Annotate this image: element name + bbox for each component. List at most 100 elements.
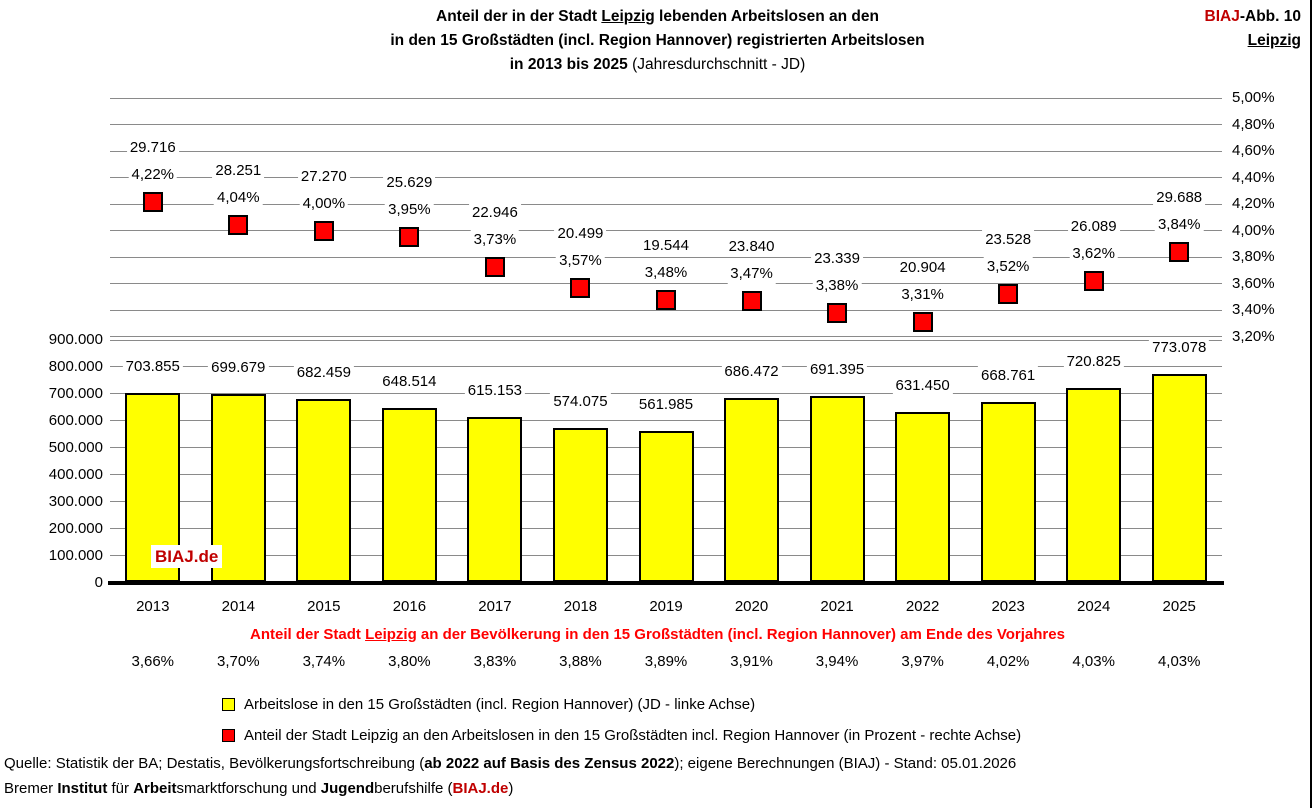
- scatter-point: [228, 215, 249, 236]
- scatter-point-label-absolute: 23.840: [725, 237, 778, 258]
- x-axis-line: [108, 580, 1224, 585]
- source-text-bold: ab 2022 auf Basis des Zensus 2022: [424, 755, 675, 772]
- bar-value-label: 682.459: [293, 362, 354, 383]
- gridline-count: [110, 366, 1222, 368]
- gridline-percent: [110, 309, 1222, 311]
- scatter-point: [827, 303, 848, 324]
- legend-swatch-yellow: [222, 697, 235, 711]
- title-subtext: (Jahresdurchschnitt - JD): [627, 56, 806, 73]
- scatter-point: [1169, 241, 1190, 262]
- legend-label: Arbeitslose in den 15 Großstädten (incl.…: [244, 695, 756, 713]
- right-axis-tick-label: 4,20%: [1232, 195, 1275, 213]
- x-axis-year-label: 2017: [478, 598, 512, 615]
- title-text: in den 15 Großstädten (incl. Region Hann…: [390, 32, 925, 49]
- scatter-point-label-percent: 3,95%: [385, 200, 434, 221]
- x-axis-year-label: 2021: [820, 598, 854, 615]
- right-axis-tick-label: 4,80%: [1232, 115, 1275, 133]
- x-axis-year-label: 2013: [136, 598, 170, 615]
- scatter-point: [313, 220, 334, 241]
- population-share-value: 4,02%: [986, 653, 1030, 670]
- scatter-point-label-absolute: 29.716: [126, 137, 179, 158]
- population-share-value: 3,70%: [217, 653, 260, 670]
- scatter-point-label-absolute: 28.251: [212, 161, 265, 182]
- bar-value-label: 631.450: [892, 376, 953, 397]
- legend-label: Anteil der Stadt Leipzig an den Arbeitsl…: [244, 726, 1022, 744]
- x-axis-year-label: 2024: [1077, 598, 1111, 615]
- scatter-point-label-absolute: 20.499: [554, 223, 607, 244]
- scatter-point-label-absolute: 29.688: [1153, 187, 1206, 208]
- right-axis-tick-label: 4,60%: [1232, 142, 1275, 160]
- scatter-point: [741, 291, 762, 312]
- population-share-value: 4,03%: [1157, 653, 1201, 670]
- biaj-link: BIAJ.de: [452, 780, 509, 797]
- institute-text: für: [107, 780, 134, 797]
- institute-text: smarktforschung und: [176, 780, 321, 797]
- right-axis-tick-label: 4,00%: [1232, 221, 1275, 239]
- bar-value-label: 703.855: [122, 356, 183, 377]
- x-axis-year-label: 2014: [221, 598, 255, 615]
- scatter-point-label-percent: 3,52%: [983, 257, 1033, 278]
- bar: [296, 398, 352, 583]
- bar-value-label: 686.472: [721, 361, 782, 382]
- scatter-point: [484, 256, 505, 277]
- left-axis-tick-label: 500.000: [48, 438, 103, 456]
- gridline-percent: [110, 150, 1222, 152]
- scatter-point-label-percent: 3,31%: [898, 285, 947, 306]
- institute-text: Bremer: [4, 780, 58, 797]
- gridline-percent: [110, 203, 1222, 205]
- x-axis-year-label: 2019: [649, 598, 683, 615]
- bar-value-label: 699.679: [208, 357, 269, 378]
- scatter-point-label-absolute: 27.270: [297, 166, 350, 187]
- population-share-caption: Anteil der Stadt Leipzig an der Bevölker…: [0, 626, 1315, 643]
- bar: [467, 416, 523, 583]
- left-axis-tick-label: 0: [94, 573, 103, 591]
- legend-item-bars: Arbeitslose in den 15 Großstädten (incl.…: [222, 695, 1021, 713]
- right-axis-tick-label: 3,40%: [1232, 301, 1275, 319]
- institute-text: berufshilfe (: [374, 780, 453, 797]
- scatter-point-label-absolute: 19.544: [640, 235, 692, 256]
- bar-value-label: 561.985: [635, 395, 697, 416]
- bar: [980, 402, 1036, 583]
- population-share-value: 3,66%: [131, 653, 175, 670]
- institute-line: Bremer Institut für Arbeitsmarktforschun…: [4, 776, 1016, 801]
- scatter-point-label-percent: 3,57%: [556, 250, 605, 271]
- right-axis-tick-label: 5,00%: [1232, 89, 1275, 106]
- right-axis-tick-label: 3,60%: [1232, 274, 1275, 292]
- title-text: lebenden Arbeitslosen an den: [654, 8, 879, 25]
- gridline-count: [110, 420, 1222, 422]
- scatter-point: [656, 289, 676, 310]
- scatter-point-label-percent: 4,22%: [128, 164, 178, 185]
- scatter-point-label-absolute: 25.629: [383, 173, 436, 194]
- title-text: Anteil der in der Stadt: [436, 8, 602, 25]
- scatter-point-label-percent: 3,38%: [812, 276, 862, 297]
- scatter-point-label-absolute: 23.339: [811, 249, 864, 270]
- chart-title: Anteil der in der Stadt Leipzig lebenden…: [0, 5, 1315, 77]
- population-share-value: 3,83%: [473, 653, 517, 670]
- population-share-value: 3,80%: [388, 653, 431, 670]
- institute-text-bold: Institut: [57, 780, 108, 797]
- bar-value-label: 720.825: [1063, 352, 1124, 373]
- scatter-point-label-absolute: 23.528: [982, 230, 1035, 251]
- biaj-brand: BIAJ: [1204, 8, 1240, 25]
- scatter-point: [399, 227, 420, 248]
- x-axis-year-label: 2022: [905, 598, 940, 615]
- chart-legend: Arbeitslose in den 15 Großstädten (incl.…: [222, 695, 1022, 759]
- left-axis-tick-label: 600.000: [48, 411, 103, 429]
- population-share-value: 3,94%: [815, 653, 859, 670]
- source-line: Quelle: Statistik der BA; Destatis, Bevö…: [4, 751, 1016, 776]
- source-text: ); eigene Berechnungen (BIAJ) - Stand: 0…: [674, 755, 1017, 772]
- legend-item-points: Anteil der Stadt Leipzig an den Arbeitsl…: [222, 726, 1022, 744]
- bar-value-label: 574.075: [550, 391, 611, 412]
- scatter-point-label-absolute: 26.089: [1067, 217, 1120, 238]
- left-axis-tick-label: 200.000: [48, 519, 103, 537]
- x-axis-year-label: 2018: [563, 598, 598, 615]
- right-axis-tick-label: 3,20%: [1232, 327, 1275, 345]
- caption-text: an der Bevölkerung in den 15 Großstädten…: [416, 626, 1065, 643]
- gridline-count: [110, 339, 1222, 341]
- scatter-point: [1083, 271, 1104, 292]
- bar-value-label: 648.514: [379, 371, 440, 392]
- right-axis-tick-label: 4,40%: [1232, 168, 1275, 186]
- bar: [1066, 388, 1122, 583]
- population-share-value: 3,91%: [730, 653, 773, 670]
